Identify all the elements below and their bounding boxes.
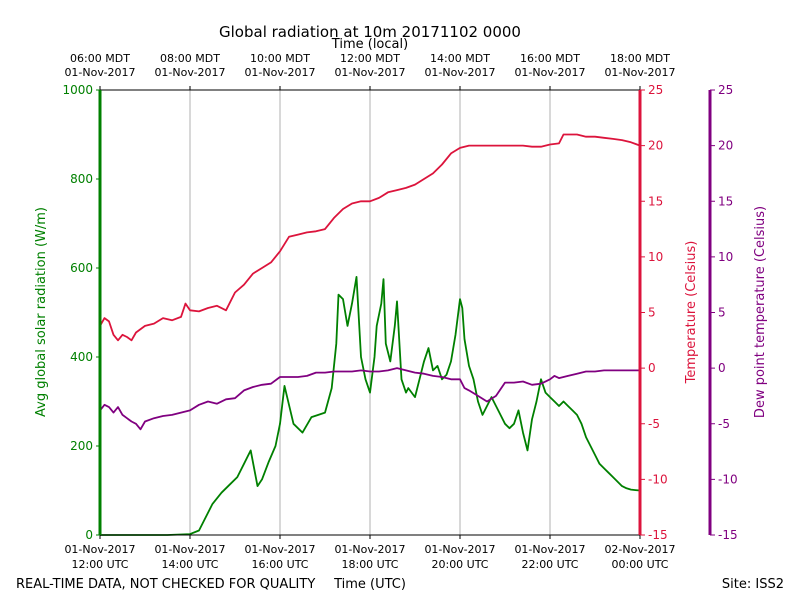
bottom-axis-label: Time (UTC) [333, 577, 406, 592]
bottom-tick-date: 01-Nov-2017 [64, 543, 135, 556]
radiation-tick-label: 1000 [62, 83, 93, 97]
dewpoint-tick-label: 0 [718, 361, 726, 375]
top-tick-label: 06:00 MDT [70, 52, 130, 65]
bottom-tick-date: 02-Nov-2017 [604, 543, 675, 556]
temperature-axis-label: Temperature (Celsius) [684, 241, 699, 385]
temperature-tick-label: -5 [648, 417, 660, 431]
temperature-tick-label: -15 [648, 528, 668, 542]
series-line-temperature [99, 133, 641, 342]
dewpoint-tick-label: -10 [718, 472, 738, 486]
bottom-tick-date: 01-Nov-2017 [154, 543, 225, 556]
bottom-tick-date: 01-Nov-2017 [514, 543, 585, 556]
dewpoint-tick-label: 20 [718, 139, 733, 153]
series-layer [99, 133, 641, 536]
dewpoint-tick-label: -15 [718, 528, 738, 542]
dewpoint-axis-label: Dew point temperature (Celsius) [753, 206, 768, 418]
dewpoint-tick-label: 15 [718, 194, 733, 208]
series-line-radiation [100, 275, 641, 536]
top-tick-label: 14:00 MDT [430, 52, 490, 65]
radiation-tick-label: 0 [85, 528, 93, 542]
dewpoint-tick-label: -5 [718, 417, 730, 431]
bottom-tick-label: 18:00 UTC [341, 558, 398, 571]
top-tick-date: 01-Nov-2017 [244, 66, 315, 79]
dewpoint-tick-label: 10 [718, 250, 733, 264]
plot-frame [98, 89, 712, 536]
bottom-tick-label: 12:00 UTC [71, 558, 128, 571]
chart-title: Global radiation at 10m 20171102 0000 [219, 23, 521, 41]
dewpoint-tick-label: 5 [718, 306, 726, 320]
bottom-tick-date: 01-Nov-2017 [424, 543, 495, 556]
top-tick-date: 01-Nov-2017 [154, 66, 225, 79]
temperature-tick-label: 20 [648, 139, 663, 153]
top-axis-label: Time (local) [331, 37, 408, 52]
radiation-tick-label: 800 [70, 172, 93, 186]
bottom-tick-label: 00:00 UTC [611, 558, 668, 571]
radiation-tick-label: 200 [70, 439, 93, 453]
top-tick-date: 01-Nov-2017 [334, 66, 405, 79]
series-line-dewpoint [99, 367, 640, 431]
top-tick-label: 10:00 MDT [250, 52, 310, 65]
dewpoint-tick-label: 25 [718, 83, 733, 97]
radiation-tick-label: 600 [70, 261, 93, 275]
radiation-tick-label: 400 [70, 350, 93, 364]
bottom-tick-date: 01-Nov-2017 [244, 543, 315, 556]
top-tick-label: 12:00 MDT [340, 52, 400, 65]
top-tick-date: 01-Nov-2017 [424, 66, 495, 79]
bottom-tick-label: 22:00 UTC [521, 558, 578, 571]
temperature-tick-label: 5 [648, 306, 656, 320]
temperature-tick-label: 25 [648, 83, 663, 97]
radiation-axis-label: Avg global solar radiation (W/m) [34, 207, 49, 417]
top-tick-label: 16:00 MDT [520, 52, 580, 65]
temperature-tick-label: 15 [648, 194, 663, 208]
temperature-tick-label: 10 [648, 250, 663, 264]
temperature-tick-label: 0 [648, 361, 656, 375]
grid-lines [189, 90, 551, 535]
top-tick-date: 01-Nov-2017 [64, 66, 135, 79]
temperature-tick-label: -10 [648, 472, 668, 486]
bottom-tick-label: 16:00 UTC [251, 558, 308, 571]
site-label: Site: ISS2 [722, 577, 784, 592]
top-tick-label: 18:00 MDT [610, 52, 670, 65]
quality-disclaimer: REAL-TIME DATA, NOT CHECKED FOR QUALITY [16, 577, 315, 592]
top-tick-date: 01-Nov-2017 [514, 66, 585, 79]
bottom-tick-date: 01-Nov-2017 [334, 543, 405, 556]
top-tick-label: 08:00 MDT [160, 52, 220, 65]
top-tick-date: 01-Nov-2017 [604, 66, 675, 79]
bottom-tick-label: 14:00 UTC [161, 558, 218, 571]
bottom-tick-label: 20:00 UTC [431, 558, 488, 571]
